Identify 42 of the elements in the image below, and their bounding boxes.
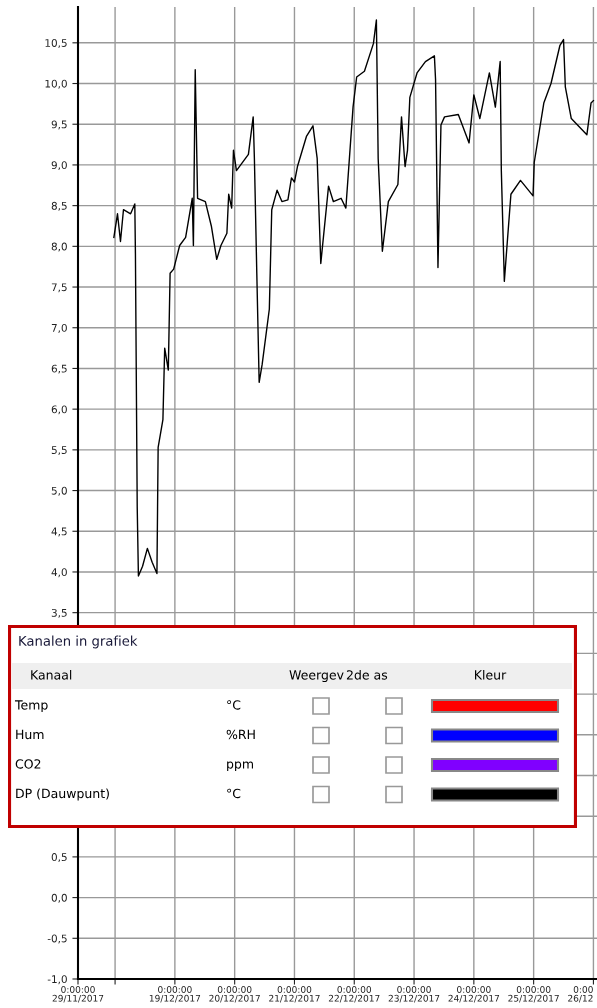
y-tick-label: 8,5 xyxy=(51,201,67,211)
y-tick-label: 4,0 xyxy=(51,568,67,578)
annotation: Weergev xyxy=(289,670,344,683)
y-tick-label: 7,5 xyxy=(51,283,67,293)
y-tick-label: 9,5 xyxy=(51,120,67,130)
y-tick-label: -0,5 xyxy=(47,934,67,944)
text: Kanalen in grafiek xyxy=(19,635,138,649)
x-tick-label: 0:00:00 23/12/2017 xyxy=(388,986,440,1003)
x-tick-label: 0:00:00 29/11/2017 xyxy=(52,986,104,1003)
x-tick-label: 0:00:00 24/12/2017 xyxy=(448,986,500,1003)
x-tick-label: 0:00:00 21/12/2017 xyxy=(269,986,320,1003)
category-label: Hum xyxy=(16,729,44,740)
y-tick-label: 3,5 xyxy=(51,608,67,618)
y-tick-label: 7,0 xyxy=(51,323,67,333)
y-tick-label: 10,0 xyxy=(45,79,67,89)
y-tick-label: 10,5 xyxy=(45,39,67,48)
y-tick-label: -1,0 xyxy=(47,975,67,985)
annotation: °C xyxy=(227,700,241,710)
y-tick-label: 4,5 xyxy=(51,527,67,537)
x-tick-label: 0:00 26/12 xyxy=(568,986,593,1003)
y-tick-label: 6,0 xyxy=(51,405,67,415)
y-tick-label: 0,0 xyxy=(51,893,67,903)
x-tick-label: 0:00:00 25/12/2017 xyxy=(508,986,559,1003)
x-tick-label: 0:00:00 20/12/2017 xyxy=(209,986,260,1003)
annotation: 2de as xyxy=(346,669,388,680)
text: Kanaal xyxy=(31,669,72,680)
x-tick-label: 0:00:00 22/12/2017 xyxy=(328,986,380,1003)
annotation: ppm xyxy=(227,761,253,772)
y-tick-label: 5,5 xyxy=(51,446,67,456)
y-tick-label: 6,5 xyxy=(51,364,67,374)
category-label: CO2 xyxy=(15,759,41,769)
y-tick-label: 5,0 xyxy=(51,486,67,496)
annotation: %RH xyxy=(226,729,255,740)
x-tick-label: 0:00:00 19/12/2017 xyxy=(149,986,201,1003)
category-label: DP (Dauwpunt) xyxy=(16,788,109,801)
annotation: Kleur xyxy=(475,669,507,680)
y-tick-label: 0,5 xyxy=(51,853,67,863)
category-label: Temp xyxy=(14,700,48,713)
line-series xyxy=(113,19,595,577)
y-tick-label: 9,0 xyxy=(51,161,67,171)
annotation: °C xyxy=(227,788,241,799)
y-tick-label: 8,0 xyxy=(51,242,67,252)
